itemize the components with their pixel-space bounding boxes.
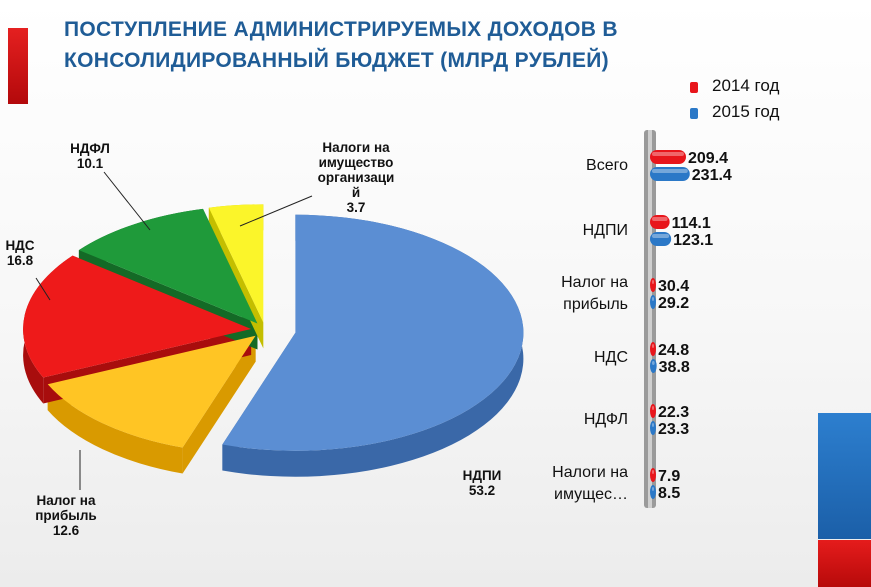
bar-highlight <box>652 487 654 491</box>
bar <box>650 150 686 164</box>
bar-axis-highlight <box>648 130 652 508</box>
red-accent-block <box>818 540 871 587</box>
pie-slice-side <box>222 214 524 477</box>
pie-label: НДПИ 53.2 <box>463 468 502 498</box>
bar-category-label: НДПИ <box>583 222 628 239</box>
bar-category-label: Налоги на имущес… <box>552 464 628 503</box>
bar-value-label: 8.5 <box>658 485 680 502</box>
bar-highlight <box>652 297 654 301</box>
bar <box>650 359 657 373</box>
bar <box>650 278 656 292</box>
bar-value-label: 30.4 <box>658 278 689 295</box>
bar-highlight <box>652 280 654 284</box>
bar-value-label: 38.8 <box>659 359 690 376</box>
bar-highlight <box>652 361 655 365</box>
blue-accent-block <box>818 413 871 539</box>
bar-value-label: 29.2 <box>658 295 689 312</box>
bar-highlight <box>652 423 654 427</box>
chart-title: ПОСТУПЛЕНИЕ АДМИНИСТРИРУЕМЫХ ДОХОДОВ В К… <box>64 14 664 76</box>
bar <box>650 421 656 435</box>
bar-value-label: 231.4 <box>692 167 732 184</box>
legend-label-2014: 2014 год <box>712 76 780 95</box>
bar <box>650 232 672 246</box>
red-accent-stripe <box>8 28 28 104</box>
bar-value-label: 22.3 <box>658 404 689 421</box>
pie-label: Налог на прибыль 12.6 <box>35 493 96 538</box>
bar <box>650 295 656 309</box>
bar-highlight <box>652 344 654 348</box>
pie-leader-line <box>35 277 51 301</box>
pie-slice-side <box>47 384 183 474</box>
pie-leader-line <box>103 171 151 231</box>
bar-highlight <box>652 169 688 173</box>
legend-swatch-2015 <box>690 108 698 119</box>
pie-slice <box>222 214 524 451</box>
bar <box>650 404 656 418</box>
bar-category-label: НДФЛ <box>584 411 628 428</box>
bar-value-label: 123.1 <box>673 232 713 249</box>
bar <box>650 342 656 356</box>
pie-label: НДФЛ 10.1 <box>70 141 110 171</box>
pie-slice <box>23 255 252 378</box>
bar <box>650 215 670 229</box>
title-line-2: КОНСОЛИДИРОВАННЫЙ БЮДЖЕТ (МЛРД РУБЛЕЙ) <box>64 49 609 72</box>
bar <box>650 468 656 482</box>
bar-highlight <box>652 234 670 238</box>
bar-value-label: 7.9 <box>658 468 680 485</box>
bar-highlight <box>652 217 668 221</box>
bar-value-label: 23.3 <box>658 421 689 438</box>
bar-highlight <box>652 406 654 410</box>
bar <box>650 167 690 181</box>
pie-label: НДС 16.8 <box>5 238 34 268</box>
pie-slice <box>208 204 264 323</box>
bar-value-label: 114.1 <box>672 215 711 232</box>
pie-chart: НДПИ 53.2 Налог на прибыль 12.6 НДС 16.8 НДФЛ 10… <box>5 140 524 538</box>
bar-category-label: Всего <box>586 157 628 174</box>
bar-value-label: 24.8 <box>658 342 689 359</box>
pie-slice-wall <box>182 335 256 474</box>
pie-slice <box>78 208 258 324</box>
bar-category-label: НДС <box>594 349 628 366</box>
legend-label-2015: 2015 год <box>712 102 780 121</box>
bar-category-label: Налог на прибыль <box>561 274 628 313</box>
bar-highlight <box>652 470 654 474</box>
bar-highlight <box>652 152 684 156</box>
pie-leader-line <box>239 195 313 227</box>
pie-label: Налоги на имущество организаци й 3.7 <box>318 140 395 215</box>
bar-value-label: 209.4 <box>688 150 728 167</box>
pie-slice <box>47 335 256 448</box>
title-line-1: ПОСТУПЛЕНИЕ АДМИНИСТРИРУЕМЫХ ДОХОДОВ В <box>64 18 618 41</box>
legend-swatch-2014 <box>690 82 698 93</box>
bar <box>650 485 656 499</box>
